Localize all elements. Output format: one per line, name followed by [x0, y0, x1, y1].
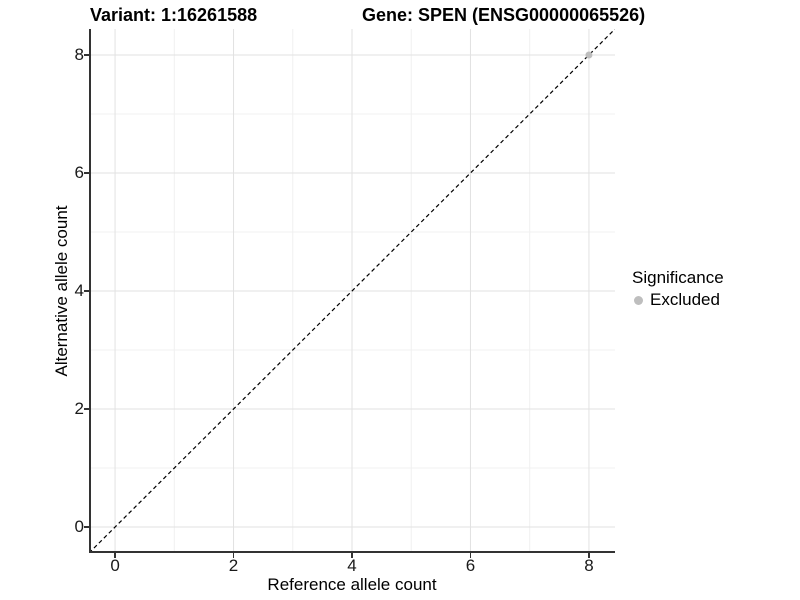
- x-tick-mark: [232, 553, 235, 558]
- x-tick-label: 2: [228, 556, 239, 575]
- x-tick-label: 8: [584, 556, 594, 575]
- y-tick-mark: [84, 172, 89, 174]
- legend: Significance Excluded: [630, 268, 724, 310]
- plot-panel: [89, 29, 615, 553]
- x-tick-label: 4: [347, 556, 357, 575]
- y-tick-mark: [84, 290, 89, 292]
- legend-item-label: Excluded: [650, 290, 720, 309]
- y-tick-label: 4: [74, 281, 84, 300]
- panel-canvas: [89, 29, 615, 553]
- y-tick-label: 6: [74, 162, 84, 182]
- plot-title-variant: Variant: 1:16261588: [90, 5, 258, 25]
- y-tick-label: 0: [74, 517, 84, 537]
- y-tick-mark: [84, 526, 89, 528]
- x-tick-label: 6: [465, 556, 476, 575]
- y-tick-label: 8: [74, 44, 84, 64]
- x-tick-label: 0: [110, 556, 120, 575]
- legend-item-excluded: Excluded: [630, 290, 724, 310]
- y-tick-mark: [84, 54, 89, 56]
- legend-title: Significance: [632, 268, 724, 287]
- x-tick-mark: [114, 553, 116, 558]
- y-tick-label: 2: [74, 399, 84, 419]
- plot-title-gene: Gene: SPEN (ENSG00000065526): [362, 5, 646, 25]
- x-tick-mark: [469, 553, 472, 558]
- x-tick-mark: [588, 553, 590, 558]
- y-tick-mark: [84, 408, 89, 410]
- excluded-point-icon: [634, 295, 643, 305]
- identity-dashed-line: [89, 29, 615, 553]
- data-point-excluded: [585, 51, 593, 59]
- x-tick-mark: [351, 553, 353, 558]
- x-axis-title: Reference allele count: [267, 575, 437, 594]
